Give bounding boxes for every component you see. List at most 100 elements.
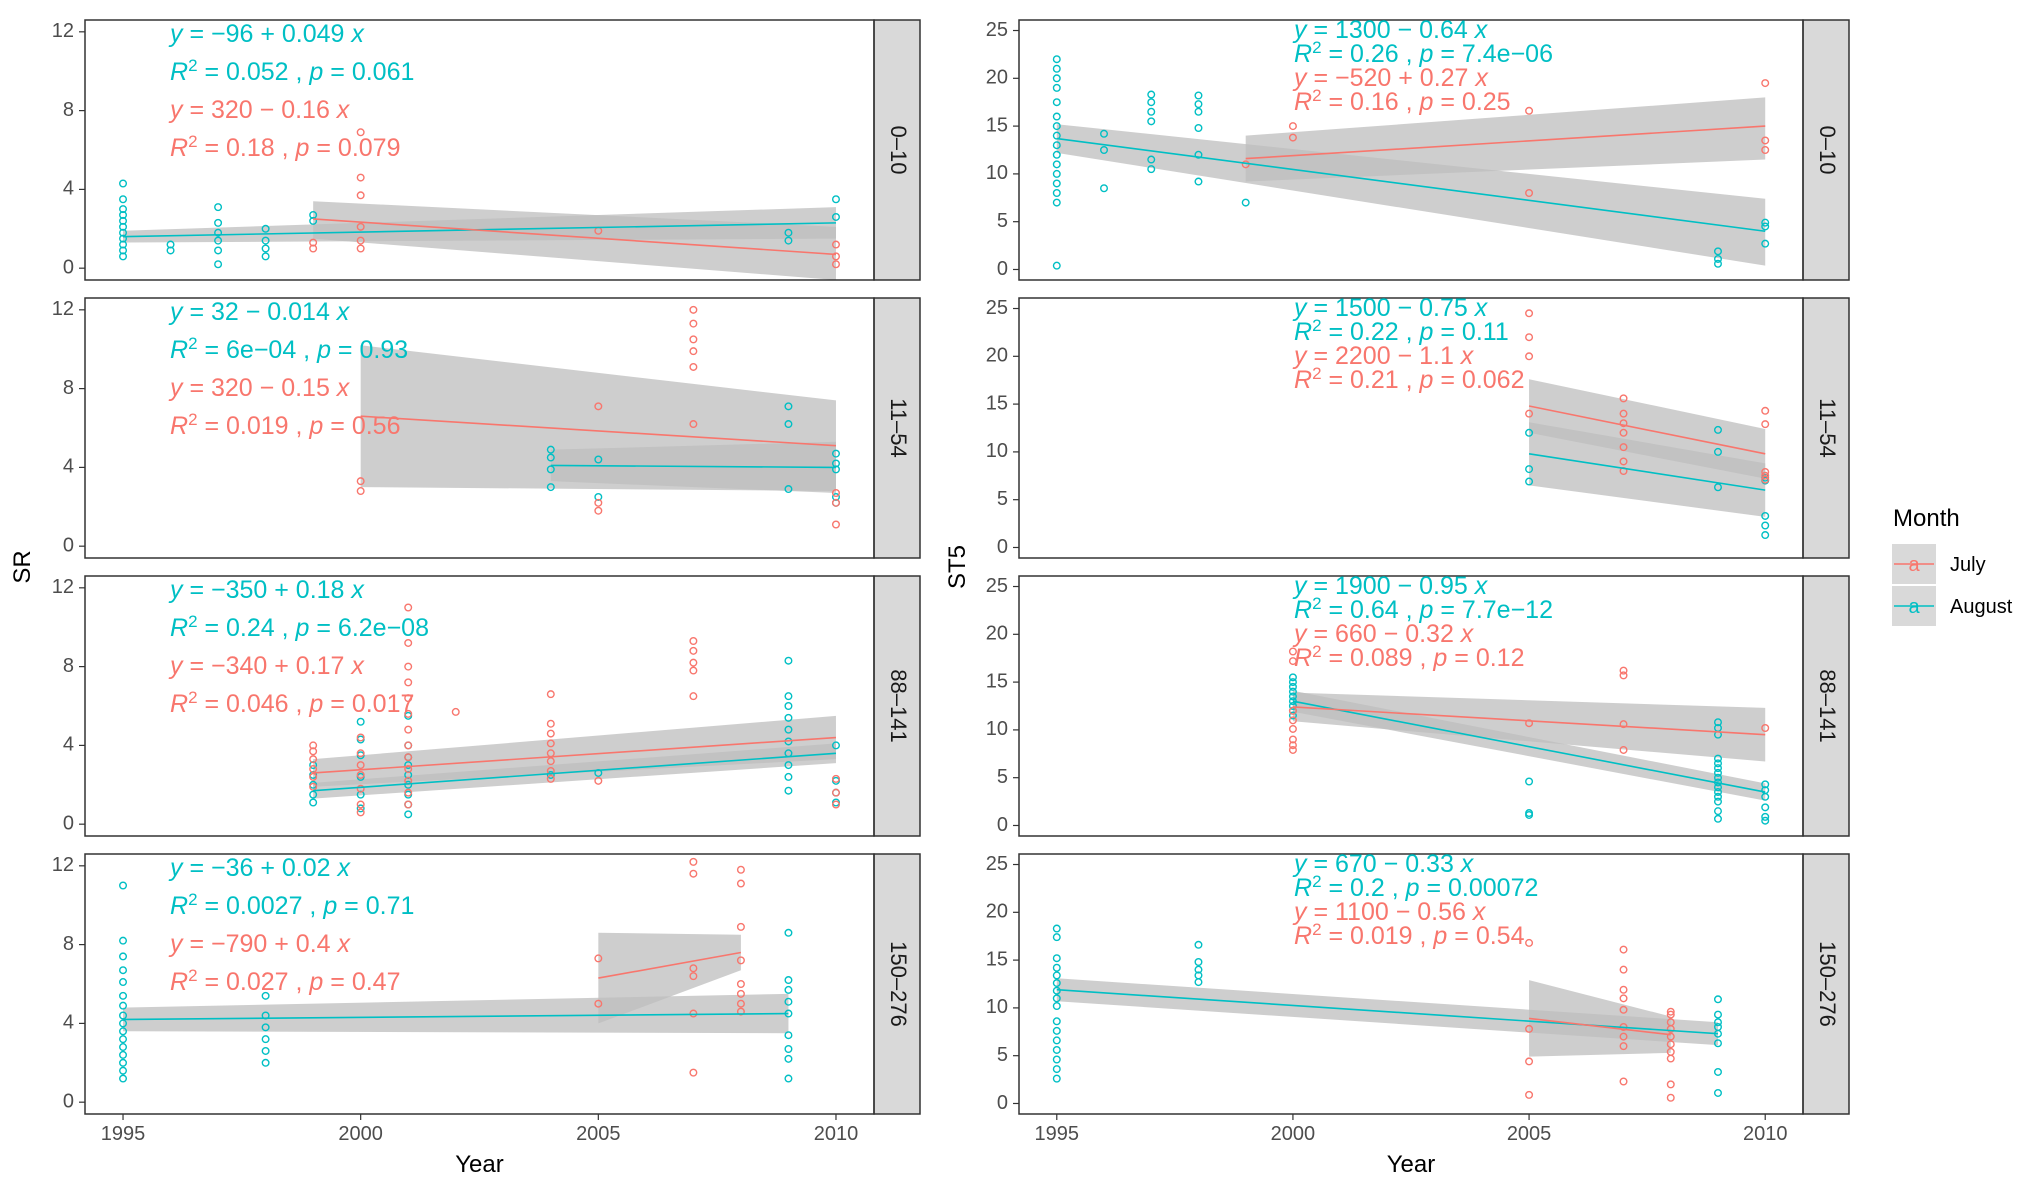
data-point-august — [1761, 803, 1770, 812]
data-point-august — [784, 236, 793, 245]
data-point-august — [1194, 100, 1203, 109]
data-point-july — [831, 240, 840, 249]
data-point-august — [784, 713, 793, 722]
data-point-july — [736, 956, 745, 965]
x-tick-label: 2010 — [1743, 1123, 1788, 1145]
data-point-july — [1619, 994, 1628, 1003]
data-point-august — [1288, 682, 1297, 691]
data-point-august — [1713, 254, 1722, 263]
regression-line-august — [1056, 137, 1766, 233]
data-point-july — [1619, 443, 1628, 452]
data-point-july — [404, 725, 413, 734]
y-tick-label: 12 — [52, 854, 74, 876]
data-point-july — [1288, 647, 1297, 656]
data-point-august — [1713, 425, 1722, 434]
data-point-august — [1052, 64, 1061, 73]
data-point-july — [546, 719, 555, 728]
data-point-august — [119, 205, 128, 214]
data-point-july — [1761, 145, 1770, 154]
data-point-july — [404, 694, 413, 703]
data-point-july — [1619, 965, 1628, 974]
data-point-july — [1619, 945, 1628, 954]
data-point-july — [1619, 985, 1628, 994]
data-point-july — [831, 774, 840, 783]
data-point-august — [1147, 90, 1156, 99]
data-point-august — [1525, 809, 1534, 818]
data-point-august — [119, 1050, 128, 1059]
data-point-august — [261, 252, 270, 261]
data-point-august — [546, 770, 555, 779]
data-point-july — [546, 729, 555, 738]
facet-strip — [1802, 853, 1850, 1115]
y-tick-label: 8 — [63, 99, 74, 121]
data-point-july — [356, 236, 365, 245]
data-point-july — [546, 774, 555, 783]
data-point-august — [1147, 155, 1156, 164]
y-tick-label: 4 — [63, 734, 74, 756]
legend-label-july: July — [1950, 554, 1986, 576]
data-point-august — [404, 810, 413, 819]
panel-border — [84, 575, 875, 837]
data-point-july — [1666, 1032, 1675, 1041]
confidence-ribbon-july — [598, 932, 741, 1024]
panel-border — [1018, 575, 1804, 837]
y-tick-label: 10 — [986, 718, 1008, 740]
data-point-august — [1288, 692, 1297, 701]
data-point-august — [119, 1058, 128, 1067]
y-tick-label: 25 — [986, 853, 1008, 875]
data-point-july — [1288, 735, 1297, 744]
regression-stats-august: R2 = 0.24 , p = 6.2e−08 — [170, 612, 429, 643]
panel-border — [1018, 853, 1804, 1115]
data-point-august — [784, 985, 793, 994]
data-point-august — [1713, 788, 1722, 797]
data-point-july — [356, 128, 365, 137]
regression-stats-july: R2 = 0.089 , p = 0.12 — [1294, 642, 1524, 673]
data-point-august — [1052, 55, 1061, 64]
facet-strip-label: 0–10 — [1815, 126, 1840, 175]
data-point-august — [261, 1046, 270, 1055]
y-tick-label: 5 — [997, 766, 1008, 788]
data-point-august — [546, 453, 555, 462]
regression-stats-july: R2 = 0.18 , p = 0.079 — [170, 132, 401, 163]
data-point-july — [736, 879, 745, 888]
data-point-august — [1052, 141, 1061, 150]
facet-panel-0-10: 0–10 0 5 10 15 20 25 y = 1300 − 0.64 xR2 = 0.26… — [986, 16, 1850, 281]
data-point-august — [119, 179, 128, 188]
data-point-july — [736, 922, 745, 931]
y-tick-label: 25 — [986, 575, 1008, 597]
data-point-july — [1666, 1080, 1675, 1089]
y-tick-label: 15 — [986, 670, 1008, 692]
data-point-july — [1761, 406, 1770, 415]
regression-stats-august: R2 = 6e−04 , p = 0.93 — [170, 334, 408, 365]
data-point-july — [1666, 1040, 1675, 1049]
data-point-august — [1147, 165, 1156, 174]
data-point-august — [784, 1044, 793, 1053]
facet-strip — [873, 575, 921, 837]
data-point-july — [1619, 720, 1628, 729]
data-point-july — [594, 776, 603, 785]
data-point-july — [689, 1009, 698, 1018]
data-point-august — [1288, 711, 1297, 720]
data-point-august — [214, 246, 223, 255]
y-tick-label: 25 — [986, 19, 1008, 41]
data-point-july — [689, 972, 698, 981]
data-point-august — [784, 228, 793, 237]
data-point-august — [1713, 247, 1722, 256]
data-point-august — [1713, 754, 1722, 763]
data-point-july — [1525, 309, 1534, 318]
data-point-august — [1052, 954, 1061, 963]
data-point-july — [404, 678, 413, 687]
data-point-july — [1525, 719, 1534, 728]
data-point-july — [1666, 1007, 1675, 1016]
data-point-august — [1713, 1010, 1722, 1019]
data-point-august — [1713, 718, 1722, 727]
data-point-august — [1052, 994, 1061, 1003]
confidence-ribbon-july — [313, 201, 836, 280]
data-point-july — [831, 788, 840, 797]
legend: Month a July a August — [1892, 505, 2013, 626]
data-point-august — [1713, 783, 1722, 792]
data-point-july — [831, 260, 840, 269]
legend-label-august: August — [1950, 596, 2013, 618]
y-tick-label: 5 — [997, 210, 1008, 232]
